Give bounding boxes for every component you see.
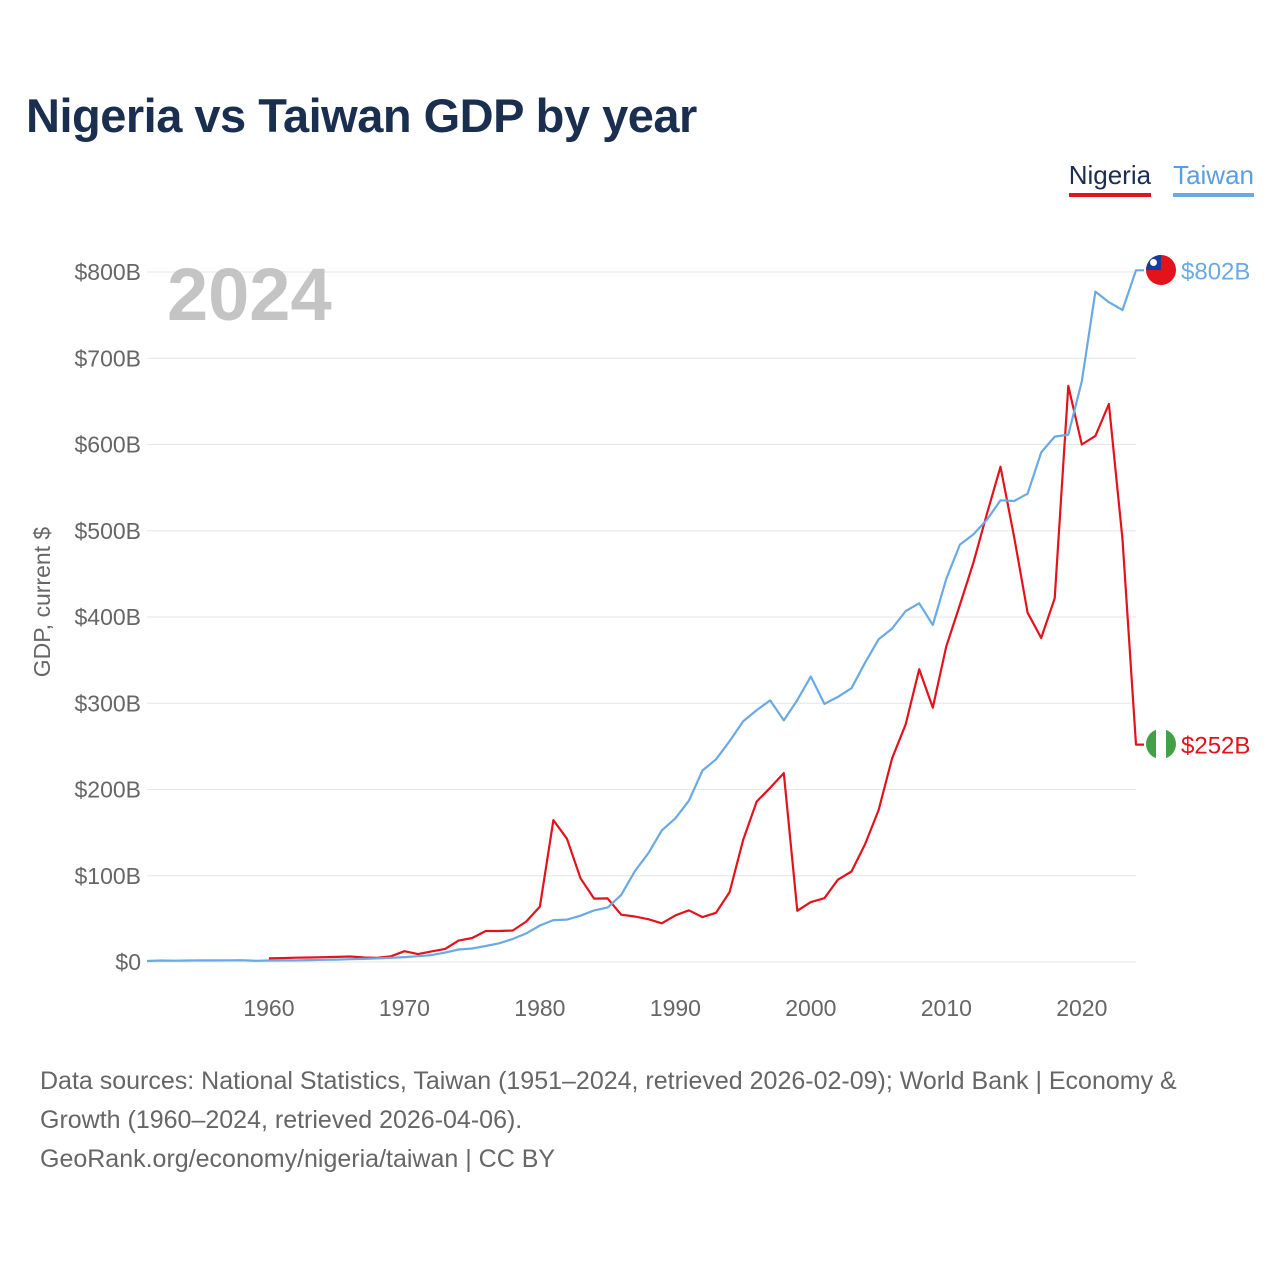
y-tick-label: $100B — [74, 863, 141, 889]
x-tick-label: 1980 — [514, 995, 565, 1021]
footer-sources-line-1: Data sources: National Statistics, Taiwa… — [40, 1067, 1177, 1095]
nigeria-flag-icon — [1146, 729, 1176, 759]
y-axis-label: GDP, current $ — [29, 527, 55, 678]
x-tick-label: 1960 — [243, 995, 294, 1021]
gdp-line-chart: 2024 GDP, current $ $0 $100B $200B $300B $40… — [29, 253, 1250, 1021]
series-layer — [146, 269, 1144, 963]
series-line-taiwan[interactable] — [146, 269, 1144, 963]
y-tick-label: $200B — [74, 777, 141, 803]
end-labels: $252B $802B — [1181, 258, 1250, 759]
x-tick-label: 1990 — [650, 995, 701, 1021]
x-axis-ticks: 1960 1970 1980 1990 2000 2010 2020 — [243, 995, 1107, 1021]
end-label-taiwan: $802B — [1181, 258, 1250, 285]
legend-item-taiwan[interactable]: Taiwan — [1173, 160, 1254, 197]
taiwan-flag-icon — [1146, 255, 1176, 285]
y-tick-label: $700B — [74, 345, 141, 371]
x-tick-label: 2000 — [785, 995, 836, 1021]
series-line-nigeria[interactable] — [268, 384, 1144, 960]
footer-attribution-link[interactable]: GeoRank.org/economy/nigeria/taiwan | CC … — [40, 1145, 556, 1173]
y-tick-label: $300B — [74, 690, 141, 716]
y-tick-label: $500B — [74, 518, 141, 544]
x-tick-label: 2010 — [921, 995, 972, 1021]
y-tick-label: $600B — [74, 432, 141, 458]
footer: Data sources: National Statistics, Taiwa… — [40, 1062, 1240, 1179]
y-axis-ticks: $0 $100B $200B $300B $400B $500B $600B $700B $80… — [74, 259, 141, 975]
y-tick-label: $0 — [115, 949, 141, 975]
end-label-nigeria: $252B — [1181, 733, 1250, 760]
x-tick-label: 2020 — [1056, 995, 1107, 1021]
y-tick-label: $800B — [74, 259, 141, 285]
x-tick-label: 1970 — [379, 995, 430, 1021]
legend-item-nigeria[interactable]: Nigeria — [1068, 160, 1152, 197]
year-watermark: 2024 — [167, 253, 332, 336]
footer-sources-line-2: Growth (1960–2024, retrieved 2026-04-06)… — [40, 1106, 523, 1134]
chart-title: Nigeria vs Taiwan GDP by year — [26, 89, 697, 142]
grid-layer — [147, 271, 1136, 963]
legend: Nigeria Taiwan — [1068, 160, 1254, 197]
y-tick-label: $400B — [74, 604, 141, 630]
